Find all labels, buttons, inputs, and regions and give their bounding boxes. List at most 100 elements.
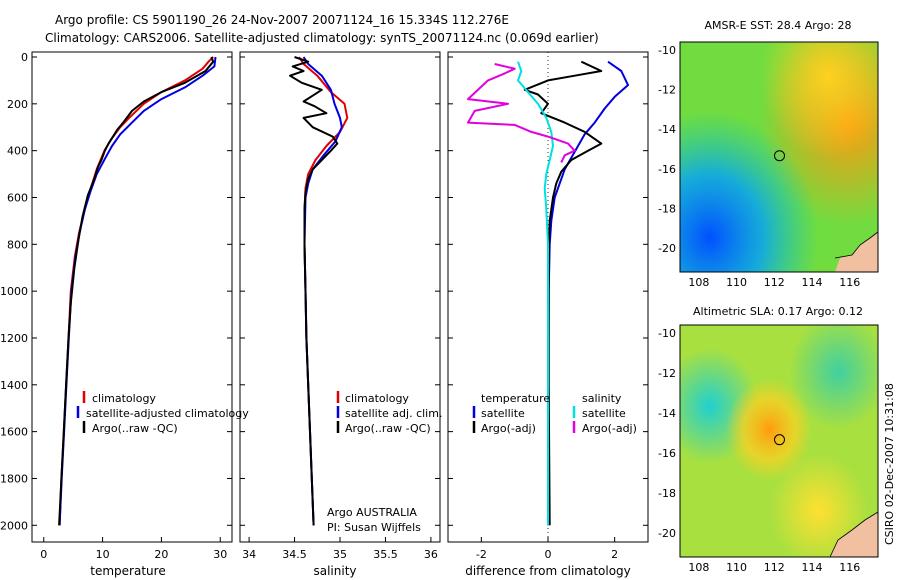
sla_map-lon-tick: 110 bbox=[726, 561, 747, 574]
salinity-xtick-label: 34.5 bbox=[282, 548, 307, 561]
depth-tick-label: 1400 bbox=[0, 379, 28, 392]
sst_map-lon-tick: 116 bbox=[839, 276, 860, 289]
depth-tick-label: 1600 bbox=[0, 426, 28, 439]
temperature-xtick-label: 30 bbox=[213, 548, 227, 561]
temperature-legend: climatology satellite-adjusted climatolo… bbox=[76, 391, 249, 435]
salinity-axes bbox=[239, 51, 441, 543]
temperature-xtick-label: 0 bbox=[40, 548, 47, 561]
map-tick-labels: 108 110 112 114 116 -10 -12 -14 -16 -18 -20 108 110 1… bbox=[658, 44, 860, 574]
sst_map-lat-tick: -10 bbox=[658, 44, 676, 57]
sst_map-lon-tick: 108 bbox=[688, 276, 709, 289]
legend-climatology: climatology bbox=[345, 392, 409, 405]
salinity-plot bbox=[289, 56, 349, 526]
salinity-xtick-label: 35.5 bbox=[373, 548, 398, 561]
legend-sal-satellite: satellite bbox=[582, 407, 626, 420]
sst_map-lat-tick: -20 bbox=[658, 242, 676, 255]
sst-map-title: AMSR-E SST: 28.4 Argo: 28 bbox=[704, 19, 851, 32]
sla-map-frame bbox=[679, 324, 879, 558]
sst-coastline bbox=[834, 231, 879, 259]
sst-cool-region bbox=[680, 42, 878, 272]
difference-xlabel: difference from climatology bbox=[465, 564, 631, 578]
sla-coastline bbox=[829, 511, 879, 558]
difference-xtick-label: -2 bbox=[476, 548, 487, 561]
annotation-pi: PI: Susan Wijffels bbox=[327, 521, 421, 534]
depth-tick-label: 1200 bbox=[0, 332, 28, 345]
difference-legend: temperature satellite Argo(-adj) salinit… bbox=[472, 392, 637, 435]
sst_map-lat-tick: -14 bbox=[658, 123, 676, 136]
legend-argo: Argo(..raw -QC) bbox=[345, 422, 431, 435]
legend-temp-satellite: satellite bbox=[481, 407, 525, 420]
sst_map-lat-tick: -12 bbox=[658, 84, 676, 97]
temperature-xtick-label: 10 bbox=[96, 548, 110, 561]
header-line-1: Argo profile: CS 5901190_26 24-Nov-2007 … bbox=[55, 13, 509, 27]
sla_map-lon-tick: 114 bbox=[802, 561, 823, 574]
sla_map-lat-tick: -20 bbox=[658, 527, 676, 540]
sst_map-lon-tick: 110 bbox=[726, 276, 747, 289]
difference-series-2 bbox=[517, 61, 554, 526]
legend-temp-argo: Argo(-adj) bbox=[481, 422, 536, 435]
temperature-series-0 bbox=[58, 56, 214, 526]
salinity-xtick-label: 34 bbox=[242, 548, 256, 561]
depth-tick-label: 1800 bbox=[0, 472, 28, 485]
sla_map-lat-tick: -18 bbox=[658, 487, 676, 500]
sla-high-region-center bbox=[680, 325, 878, 557]
legend-climatology: climatology bbox=[92, 392, 156, 405]
sla-map bbox=[679, 324, 879, 558]
difference-series-3 bbox=[467, 63, 576, 163]
temperature-xtick-label: 20 bbox=[154, 548, 168, 561]
salinity-series-1 bbox=[302, 56, 343, 526]
sst_map-lon-tick: 112 bbox=[764, 276, 785, 289]
salinity-xlabel: salinity bbox=[313, 564, 356, 578]
sst-map bbox=[679, 41, 879, 273]
sla_map-lat-tick: -12 bbox=[658, 367, 676, 380]
annotation-argo-australia: Argo AUSTRALIA bbox=[327, 506, 417, 519]
sla-argo-marker bbox=[773, 434, 785, 446]
header-line-2: Climatology: CARS2006. Satellite-adjuste… bbox=[45, 31, 599, 45]
x-tick-labels: 0 10 20 30 34 34.5 35 35.5 36 -2 0 2 bbox=[40, 537, 618, 561]
sla_map-lat-tick: -14 bbox=[658, 407, 676, 420]
sst-land bbox=[835, 232, 878, 272]
sla_map-lat-tick: -10 bbox=[658, 327, 676, 340]
depth-tick-label: 200 bbox=[7, 98, 28, 111]
legend-temperature-title: temperature bbox=[481, 392, 550, 405]
difference-series-1 bbox=[523, 60, 603, 526]
difference-xtick-label: 2 bbox=[611, 548, 618, 561]
temperature-plot bbox=[58, 56, 217, 526]
sst_map-lat-tick: -16 bbox=[658, 163, 676, 176]
legend-argo: Argo(..raw -QC) bbox=[92, 422, 178, 435]
sla-map-title: Altimetric SLA: 0.17 Argo: 0.12 bbox=[693, 305, 863, 318]
temperature-axes bbox=[31, 51, 233, 543]
legend-satellite: satellite-adjusted climatology bbox=[86, 407, 249, 420]
temperature-xlabel: temperature bbox=[90, 564, 165, 578]
sst_map-lat-tick: -18 bbox=[658, 203, 676, 216]
depth-tick-label: 600 bbox=[7, 191, 28, 204]
depth-ticks: 0 200 400 600 800 1000 1200 1400 1600 1800 2000 bbox=[0, 51, 648, 532]
sst-argo-marker bbox=[773, 150, 785, 162]
difference-plot bbox=[467, 60, 629, 526]
sst-map-frame bbox=[679, 41, 879, 273]
sla_map-lat-tick: -16 bbox=[658, 447, 676, 460]
temperature-series-2 bbox=[58, 56, 215, 526]
legend-salinity-title: salinity bbox=[582, 392, 622, 405]
sla-land bbox=[830, 512, 878, 557]
salinity-series-2 bbox=[289, 56, 339, 526]
salinity-legend: climatology satellite adj. clim. Argo(..… bbox=[327, 391, 442, 534]
salinity-xtick-label: 36 bbox=[424, 548, 438, 561]
legend-sal-argo: Argo(-adj) bbox=[582, 422, 637, 435]
sla_map-lon-tick: 116 bbox=[839, 561, 860, 574]
footer-credit: CSIRO 02-Dec-2007 10:31:08 bbox=[883, 383, 896, 545]
sst_map-lon-tick: 114 bbox=[802, 276, 823, 289]
temperature-series-1 bbox=[58, 56, 217, 526]
difference-xtick-label: 0 bbox=[545, 548, 552, 561]
depth-tick-label: 800 bbox=[7, 238, 28, 251]
sla_map-lon-tick: 108 bbox=[688, 561, 709, 574]
depth-tick-label: 1000 bbox=[0, 285, 28, 298]
legend-satellite: satellite adj. clim. bbox=[345, 407, 442, 420]
depth-tick-label: 400 bbox=[7, 145, 28, 158]
salinity-xtick-label: 35 bbox=[333, 548, 347, 561]
depth-tick-label: 2000 bbox=[0, 519, 28, 532]
depth-tick-label: 0 bbox=[21, 51, 28, 64]
difference-series-0 bbox=[547, 60, 629, 526]
sla_map-lon-tick: 112 bbox=[764, 561, 785, 574]
